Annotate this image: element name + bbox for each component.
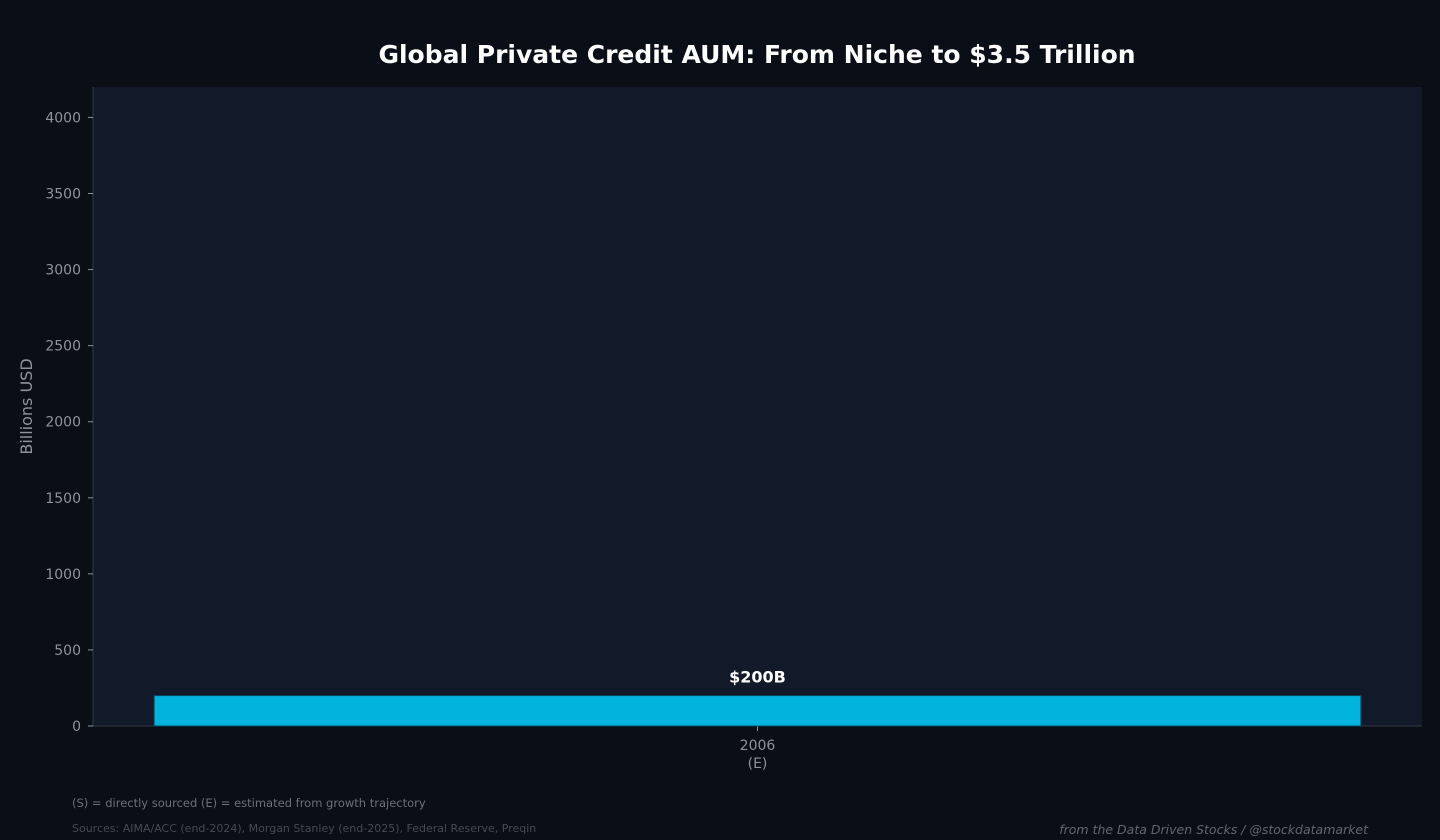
x-tick-label: 2006 (740, 738, 776, 754)
credit-note: from the Data Driven Stocks / @stockdata… (1059, 822, 1368, 837)
x-tick-tag: (E) (748, 756, 768, 772)
y-tick-label: 1500 (45, 491, 81, 507)
y-tick-label: 3000 (45, 263, 81, 279)
y-tick-label: 0 (72, 719, 81, 735)
y-tick-label: 500 (54, 643, 81, 659)
y-tick-label: 4000 (45, 110, 81, 126)
plot-area (93, 87, 1422, 726)
sources-note: Sources: AIMA/ACC (end-2024), Morgan Sta… (72, 822, 537, 835)
bar-series: $200B (153, 668, 1362, 727)
y-tick-label: 1000 (45, 567, 81, 583)
x-axis: 2006 (E) (93, 725, 1422, 772)
y-tick-label: 2500 (45, 339, 81, 355)
estimate-legend-note: (S) = directly sourced (E) = estimated f… (72, 796, 426, 810)
y-tick-label: 3500 (45, 187, 81, 203)
bar-value-label: $200B (729, 668, 786, 687)
y-tick-label: 2000 (45, 415, 81, 431)
chart-title: Global Private Credit AUM: From Niche to… (378, 40, 1135, 69)
y-axis: 0 500 1000 1500 2000 2500 3000 3500 4000 (45, 87, 94, 735)
bar-2006 (153, 695, 1362, 727)
y-axis-label: Billions USD (17, 358, 36, 454)
